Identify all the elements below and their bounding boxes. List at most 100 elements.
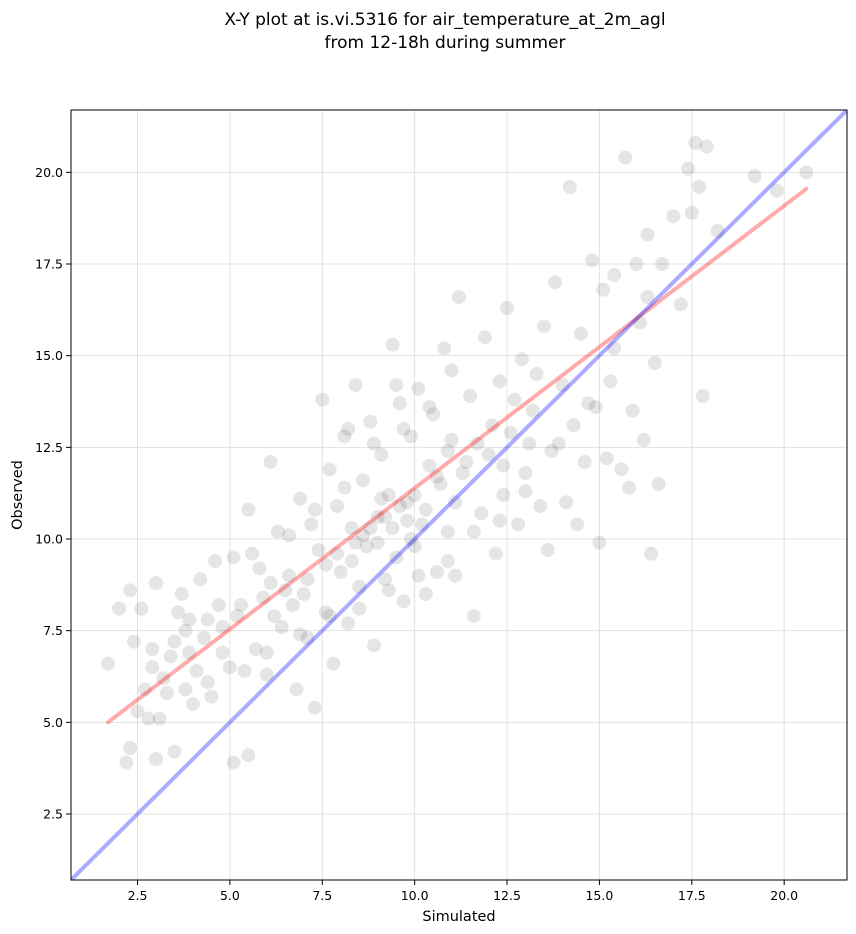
scatter-point (193, 572, 208, 587)
scatter-point (640, 227, 655, 242)
scatter-point (644, 546, 659, 561)
scatter-point (695, 389, 710, 403)
scatter-point (282, 568, 297, 583)
scatter-point (636, 433, 651, 447)
scatter-point (440, 524, 455, 539)
scatter-point (178, 623, 193, 638)
scatter-point (145, 660, 160, 675)
scatter-point (492, 513, 507, 528)
scatter-point (518, 484, 533, 499)
scatter-point (204, 689, 219, 704)
scatter-point (769, 183, 784, 198)
chart-title-line-1: X-Y plot at is.vi.5316 for air_temperatu… (224, 10, 665, 30)
scatter-point (396, 594, 411, 609)
scatter-point (355, 473, 370, 488)
scatter-point (248, 642, 263, 656)
scatter-point (647, 356, 662, 370)
scatter-point (163, 649, 178, 664)
y-axis-label: Observed (10, 460, 26, 530)
scatter-point (444, 363, 459, 378)
scatter-point (322, 462, 337, 477)
scatter-point (141, 711, 156, 726)
scatter-point (167, 744, 182, 759)
scatter-point (396, 422, 411, 436)
scatter-point (562, 180, 577, 194)
scatter-point (367, 436, 382, 451)
scatter-point (100, 656, 115, 671)
scatter-point (448, 568, 463, 583)
scatter-point (123, 741, 138, 755)
scatter-point (370, 510, 385, 524)
scatter-point (352, 579, 367, 594)
scatter-point (152, 711, 167, 726)
scatter-point (625, 403, 640, 418)
scatter-point (403, 532, 418, 546)
scatter-point (529, 367, 544, 381)
y-tick-label: 7.5 (43, 623, 63, 638)
scatter-point (189, 664, 204, 678)
scatter-point (112, 601, 127, 616)
scatter-point (629, 257, 644, 271)
scatter-point (592, 535, 607, 550)
scatter-point (559, 495, 574, 510)
scatter-point (330, 546, 345, 561)
scatter-point (385, 337, 400, 352)
scatter-point (322, 609, 337, 623)
scatter-point (444, 433, 459, 447)
scatter-point (333, 565, 348, 579)
scatter-point (307, 502, 322, 517)
y-tick-label: 2.5 (43, 807, 63, 822)
scatter-point (466, 524, 481, 539)
scatter-point (296, 587, 311, 601)
scatter-point (160, 686, 175, 700)
scatter-point (318, 605, 333, 620)
scatter-point (799, 165, 814, 180)
scatter-point (137, 682, 152, 697)
scatter-point (747, 169, 762, 183)
scatter-point (208, 554, 223, 568)
scatter-point (344, 521, 359, 535)
x-tick-label: 5.0 (220, 888, 240, 903)
scatter-point (285, 598, 300, 612)
scatter-point (415, 517, 430, 532)
scatter-point (555, 378, 570, 392)
scatter-point (466, 609, 481, 623)
scatter-point (315, 392, 330, 407)
scatter-point (688, 136, 703, 150)
x-tick-label: 12.5 (493, 888, 521, 903)
x-tick-label: 15.0 (585, 888, 613, 903)
scatter-point (230, 609, 245, 623)
scatter-point (673, 297, 688, 312)
scatter-point (355, 528, 370, 543)
scatter-point (411, 568, 426, 583)
scatter-point (621, 480, 636, 495)
scatter-point (185, 697, 200, 711)
scatter-point (640, 290, 655, 304)
scatter-point (337, 480, 352, 495)
scatter-point (352, 601, 367, 616)
scatter-point (134, 601, 149, 616)
scatter-point (359, 539, 374, 554)
scatter-point (503, 425, 518, 440)
scatter-point (407, 488, 422, 502)
scatter-point (540, 543, 555, 557)
scatter-point (304, 517, 319, 532)
scatter-point (215, 620, 230, 634)
scatter-point (392, 396, 407, 411)
scatter-point (514, 352, 529, 367)
scatter-point (400, 513, 415, 528)
scatter-point (293, 627, 308, 642)
scatter-point (511, 517, 526, 532)
scatter-point (603, 374, 618, 389)
scatter-point (548, 275, 563, 290)
scatter-point (348, 378, 363, 392)
scatter-point (237, 664, 252, 678)
scatter-point (326, 656, 341, 671)
x-tick-label: 2.5 (128, 888, 148, 903)
scatter-point (607, 268, 622, 282)
scatter-point (182, 612, 197, 627)
scatter-point (422, 458, 437, 473)
scatter-point (533, 499, 548, 513)
scatter-point (596, 282, 611, 297)
scatter-point (167, 634, 182, 649)
